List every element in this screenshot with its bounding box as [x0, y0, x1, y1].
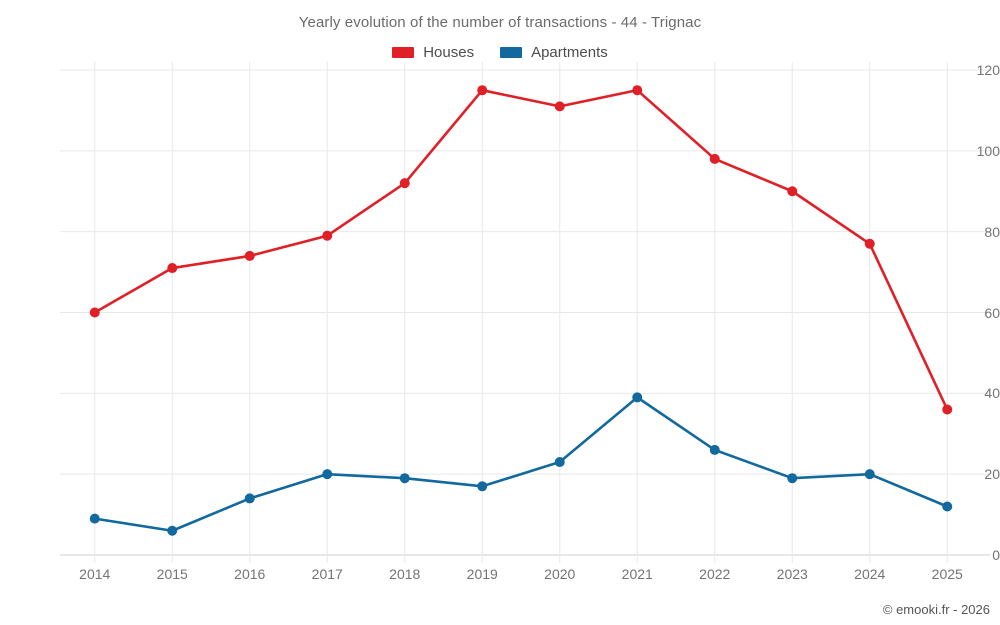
x-axis-tick-label: 2017 — [311, 566, 343, 582]
x-axis-tick-label: 2018 — [389, 566, 421, 582]
legend-item-apartments[interactable]: Apartments — [500, 44, 608, 61]
legend-label-houses: Houses — [423, 44, 475, 61]
y-axis-tick-label: 0 — [992, 547, 1000, 563]
x-axis-tick-label: 2020 — [544, 566, 576, 582]
legend-item-houses[interactable]: Houses — [392, 44, 474, 61]
x-axis-tick-label: 2014 — [79, 566, 111, 582]
chart-title: Yearly evolution of the number of transa… — [298, 14, 702, 31]
x-axis-tick-label: 2022 — [699, 566, 731, 582]
x-axis-tick-label: 2025 — [931, 566, 963, 582]
x-axis-tick-label: 2019 — [466, 566, 498, 582]
y-axis-tick-label: 20 — [984, 466, 1000, 483]
legend-label-apartments: Apartments — [531, 44, 608, 61]
y-axis-tick-label: 60 — [984, 304, 1000, 321]
x-axis-tick-label: 2021 — [621, 566, 653, 582]
y-axis-tick-label: 120 — [976, 62, 1000, 78]
y-axis-tick-label: 80 — [984, 223, 1000, 240]
legend-swatch-houses — [392, 47, 415, 58]
x-axis-tick-label: 2015 — [156, 566, 188, 582]
legend-swatch-apartments — [500, 47, 523, 58]
x-axis-tick-label: 2024 — [854, 566, 886, 582]
copyright-credit: © emooki.fr - 2026 — [882, 602, 990, 617]
x-axis-tick-label: 2016 — [234, 566, 266, 582]
chart-legend: Houses Apartments — [0, 44, 1000, 61]
y-axis-tick-label: 40 — [984, 385, 1000, 402]
x-axis-tick-label: 2023 — [776, 566, 808, 582]
y-axis-tick-label: 100 — [976, 142, 1000, 159]
